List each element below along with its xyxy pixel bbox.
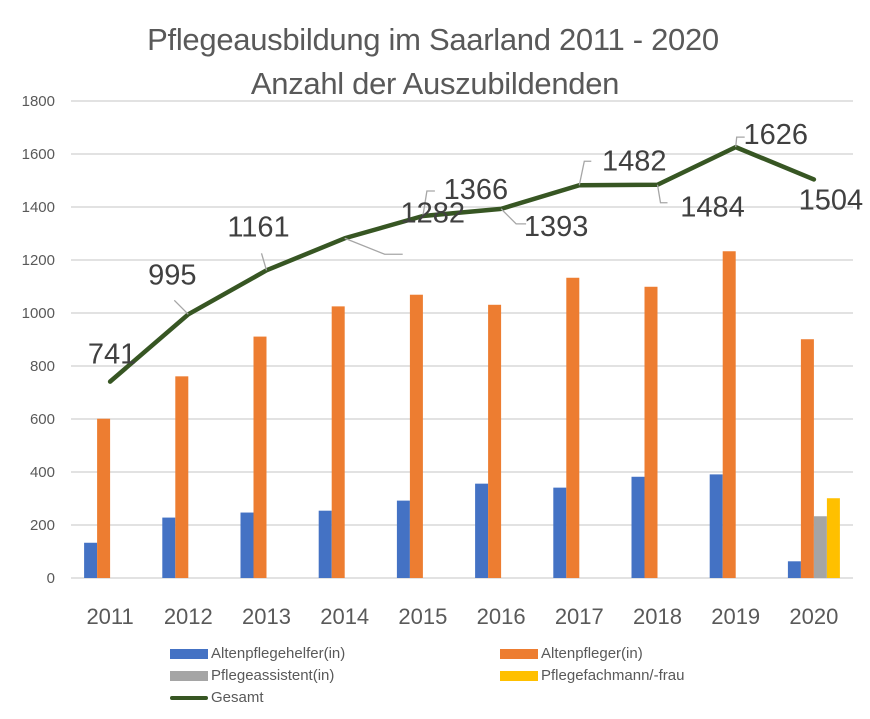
data-label-2015: 1366: [444, 174, 509, 206]
legend-item-altenpflegehelfer: Altenpflegehelfer(in): [170, 645, 345, 662]
data-label-leaders: [173, 136, 745, 315]
y-tick-label: 200: [30, 517, 55, 534]
bar-altenpflegehelfer-in--2013: [240, 512, 254, 578]
leader-line: [656, 184, 668, 204]
bar-pflegefachmann-frau-2020: [826, 498, 840, 578]
legend-label: Pflegefachmann/-frau: [541, 667, 685, 684]
x-tick-label: 2015: [398, 604, 447, 629]
data-label-2014: 1282: [400, 197, 465, 229]
chart-subtitle: Anzahl der Auszubildenden: [250, 66, 620, 101]
legend-item-pflegefachmann: Pflegefachmann/-frau: [500, 667, 684, 684]
leader-line: [735, 136, 745, 148]
y-tick-label: 0: [47, 570, 55, 587]
legend-label: Pflegeassistent(in): [211, 667, 335, 684]
y-tick-label: 1200: [22, 252, 55, 269]
bar-altenpfleger-in--2017: [566, 277, 580, 578]
y-tick-label: 400: [30, 464, 55, 481]
y-tick-label: 800: [30, 358, 55, 375]
line-gesamt: [107, 144, 817, 384]
leader-line: [422, 190, 435, 217]
bar-altenpfleger-in--2020: [800, 339, 814, 578]
bar-altenpfleger-in--2019: [722, 251, 736, 578]
bar-altenpfleger-in--2013: [253, 336, 267, 578]
legend-item-gesamt: Gesamt: [170, 689, 264, 706]
data-label-2018: 1484: [680, 192, 745, 224]
x-axis-ticks: 2011 2012 2013 2014 2015 2016 2017 2018 2019 2020: [86, 604, 838, 629]
data-label-2019: 1626: [743, 119, 808, 151]
x-tick-label: 2014: [320, 604, 369, 629]
legend-label: Gesamt: [211, 689, 264, 706]
legend-swatch-yellow: [500, 670, 538, 681]
bar-altenpflegehelfer-in--2012: [162, 517, 176, 578]
y-tick-label: 600: [30, 411, 55, 428]
legend-item-pflegeassistent: Pflegeassistent(in): [170, 667, 334, 684]
bar-altenpfleger-in--2012: [175, 376, 189, 578]
bar-altenpflegehelfer-in--2011: [84, 542, 98, 578]
x-tick-label: 2011: [86, 604, 133, 629]
data-label-2011: 741: [88, 339, 136, 371]
legend-swatch-blue: [170, 648, 208, 659]
x-tick-label: 2019: [711, 604, 760, 629]
bars: [84, 251, 840, 578]
y-tick-label: 1800: [22, 93, 55, 110]
bar-altenpflegehelfer-in--2020: [787, 561, 801, 578]
y-tick-label: 1000: [22, 305, 55, 322]
legend-item-altenpfleger: Altenpfleger(in): [500, 645, 643, 662]
data-label-2017: 1482: [602, 145, 667, 177]
legend-label: Altenpfleger(in): [541, 645, 643, 662]
bar-altenpflegehelfer-in--2016: [475, 483, 489, 578]
bar-pflegeassistent-in--2020: [813, 516, 827, 578]
x-tick-label: 2012: [164, 604, 213, 629]
leader-line: [578, 160, 592, 186]
y-axis-ticks: 0 200 400 600 800 1000 1200 1400 1600 1800: [22, 93, 55, 587]
legend: Altenpflegehelfer(in) Altenpfleger(in) P…: [170, 645, 770, 715]
legend-swatch-gray: [170, 670, 208, 681]
leader-line: [500, 208, 527, 225]
x-tick-label: 2018: [633, 604, 682, 629]
x-tick-label: 2013: [242, 604, 291, 629]
y-tick-label: 1600: [22, 146, 55, 163]
x-tick-label: 2016: [477, 604, 526, 629]
leader-line: [173, 299, 189, 315]
legend-line-green: [170, 695, 208, 700]
gridlines: [71, 100, 853, 579]
y-tick-label: 1400: [22, 199, 55, 216]
data-label-2016: 1393: [524, 211, 589, 243]
leader-line: [260, 253, 268, 271]
bar-altenpfleger-in--2015: [409, 294, 423, 578]
leader-line: [344, 237, 403, 255]
bar-altenpflegehelfer-in--2014: [318, 510, 332, 578]
x-tick-label: 2017: [555, 604, 604, 629]
bar-altenpfleger-in--2016: [488, 304, 502, 578]
data-label-2012: 995: [148, 259, 196, 291]
data-label-2013: 1161: [227, 211, 289, 243]
bar-altenpflegehelfer-in--2019: [709, 474, 723, 578]
bar-altenpfleger-in--2018: [644, 286, 658, 578]
bar-altenpfleger-in--2014: [331, 306, 345, 578]
x-tick-label: 2020: [789, 604, 838, 629]
bar-altenpflegehelfer-in--2018: [631, 476, 645, 578]
legend-swatch-orange: [500, 648, 538, 659]
bar-altenpflegehelfer-in--2015: [396, 500, 410, 578]
chart-title: Pflegeausbildung im Saarland 2011 - 2020: [147, 22, 719, 57]
bar-altenpflegehelfer-in--2017: [553, 487, 567, 578]
bar-altenpfleger-in--2011: [97, 418, 111, 578]
data-label-2020: 1504: [799, 184, 864, 216]
legend-label: Altenpflegehelfer(in): [211, 645, 346, 662]
